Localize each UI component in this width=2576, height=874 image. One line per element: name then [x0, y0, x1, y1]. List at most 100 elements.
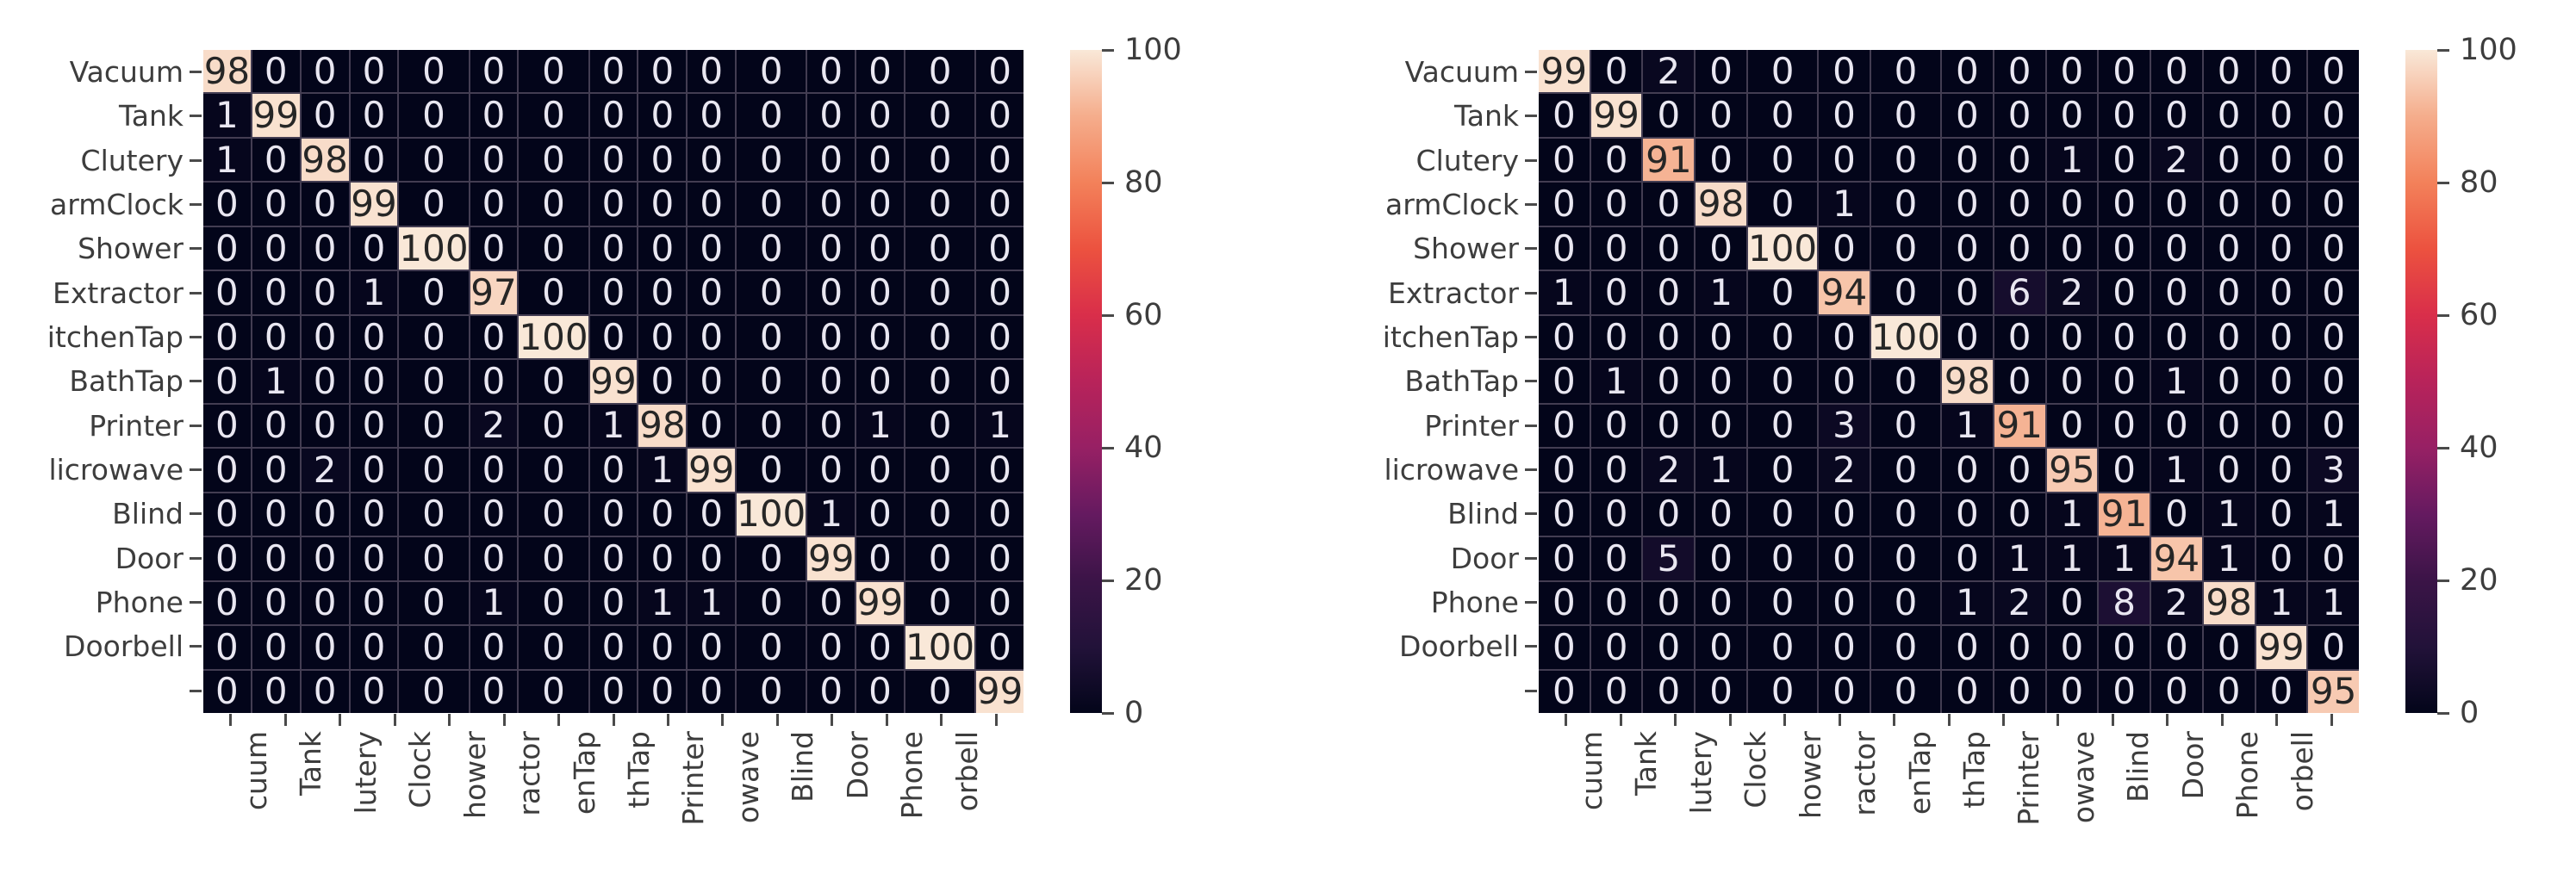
- heatmap-cell: 94: [2151, 537, 2202, 580]
- heatmap-cell: 0: [2308, 226, 2359, 270]
- colorbar-tick-mark: [2437, 711, 2449, 715]
- heatmap-cell: 0: [350, 404, 398, 448]
- heatmap-cell: 0: [737, 271, 806, 314]
- y-tick-mark: [190, 203, 202, 207]
- colorbar-tick: 20: [2437, 565, 2498, 596]
- heatmap-cell: 0: [2099, 50, 2150, 93]
- y-tick-mark: [1525, 556, 1537, 560]
- colorbar-tick-label: 60: [1124, 297, 1163, 332]
- row-label-line: Phone: [1335, 580, 1537, 624]
- row-label: Phone: [95, 586, 184, 620]
- col-label: thTap: [1957, 731, 1991, 809]
- heatmap-cell: 0: [399, 537, 469, 580]
- y-tick-mark: [190, 512, 202, 516]
- heatmap-cell: 0: [807, 360, 856, 403]
- heatmap-cell: 0: [1539, 670, 1590, 713]
- heatmap-cell: 98: [203, 49, 251, 93]
- colorbar-tick: 60: [1102, 300, 1163, 331]
- heatmap-cell: 0: [2099, 449, 2150, 492]
- heatmap-cell: 0: [252, 271, 300, 314]
- heatmap-cell: 0: [470, 138, 518, 182]
- heatmap-cell: 0: [688, 226, 736, 270]
- heatmap-cell: 0: [2256, 360, 2307, 403]
- heatmap-cell: 0: [1942, 537, 1993, 580]
- heatmap-cell: 0: [2046, 226, 2098, 270]
- row-label-line: Doorbell: [0, 624, 202, 668]
- heatmap-cell: 0: [470, 360, 518, 403]
- heatmap-cell: 0: [350, 581, 398, 625]
- heatmap-cell: 0: [350, 138, 398, 182]
- heatmap-cell: 0: [1590, 183, 1642, 226]
- heatmap-cell: 0: [2256, 183, 2307, 226]
- heatmap-cell: 0: [1994, 50, 2045, 93]
- heatmap-cell: 0: [1643, 626, 1695, 669]
- heatmap-cell: 0: [688, 271, 736, 314]
- heatmap-cell: 97: [470, 271, 518, 314]
- heatmap-cell: 0: [905, 537, 975, 580]
- x-tick-mark: [1893, 714, 1896, 726]
- heatmap-cell: 0: [1643, 493, 1695, 536]
- heatmap-cell: 1: [1539, 271, 1590, 314]
- heatmap-cell: 0: [2046, 360, 2098, 403]
- colorbar-tick-mark: [1102, 446, 1114, 449]
- col-label: Door: [840, 731, 874, 800]
- heatmap-cell: 0: [203, 404, 251, 448]
- heatmap-cell: 0: [399, 138, 469, 182]
- heatmap-cell: 0: [737, 670, 806, 713]
- row-label: BathTap: [1404, 364, 1519, 399]
- y-tick-mark: [1525, 247, 1537, 251]
- heatmap-cell: 0: [2308, 94, 2359, 137]
- colorbar-tick-label: 40: [1124, 430, 1163, 465]
- row-label: Doorbell: [1399, 629, 1519, 664]
- heatmap-cell: 0: [976, 183, 1024, 226]
- heatmap-cell: 0: [856, 315, 904, 359]
- heatmap-cell: 0: [301, 360, 349, 403]
- heatmap-cell: 0: [856, 493, 904, 536]
- heatmap-cell: 0: [1870, 360, 1941, 403]
- row-label: armClock: [1384, 188, 1519, 222]
- y-tick-mark: [1525, 380, 1537, 383]
- heatmap-cell: 0: [856, 138, 904, 182]
- heatmap-cell: 0: [399, 493, 469, 536]
- heatmap-cell: 0: [1643, 360, 1695, 403]
- heatmap-cell: 0: [519, 138, 588, 182]
- row-label: Printer: [1424, 408, 1519, 443]
- heatmap-cell: 0: [688, 626, 736, 669]
- heatmap-cell: 0: [399, 449, 469, 492]
- heatmap-cell: 0: [1942, 493, 1993, 536]
- heatmap-cell: 100: [1870, 315, 1941, 359]
- heatmap-cell: 0: [2046, 404, 2098, 448]
- col-label: Printer: [676, 731, 711, 826]
- col-label: Blind: [2121, 731, 2156, 803]
- heatmap-cell: 0: [1747, 315, 1818, 359]
- heatmap-cell: 0: [2256, 94, 2307, 137]
- x-tick-mark: [339, 714, 342, 726]
- heatmap-cell: 0: [807, 50, 856, 93]
- y-tick-mark: [190, 115, 202, 118]
- heatmap-cell: 0: [905, 360, 975, 403]
- heatmap-cell: 0: [1819, 537, 1870, 580]
- heatmap-cell: 0: [2046, 626, 2098, 669]
- heatmap-cell: 0: [1994, 493, 2045, 536]
- heatmap-cell: 0: [905, 226, 975, 270]
- col-label: Tank: [294, 731, 328, 796]
- heatmap-cell: 0: [203, 449, 251, 492]
- heatmap-cell: 8: [2099, 581, 2150, 625]
- heatmap-cell: 0: [688, 50, 736, 93]
- heatmap-cell: 0: [2099, 226, 2150, 270]
- heatmap-cell: 0: [1942, 183, 1993, 226]
- row-label: BathTap: [69, 364, 184, 399]
- row-label: itchenTap: [47, 320, 184, 355]
- row-label: Vacuum: [69, 55, 184, 90]
- row-label-line: itchenTap: [0, 315, 202, 359]
- x-axis-ticks: [1539, 714, 2359, 728]
- heatmap-cell: 0: [737, 315, 806, 359]
- heatmap-cell: 0: [807, 404, 856, 448]
- x-tick-mark: [2056, 714, 2060, 726]
- heatmap-cell: 0: [2308, 138, 2359, 182]
- heatmap-cell: 0: [203, 670, 251, 713]
- x-tick-mark: [2001, 714, 2005, 726]
- heatmap-cell: 0: [1870, 138, 1941, 182]
- colorbar: [2405, 50, 2437, 713]
- heatmap-cell: 2: [470, 404, 518, 448]
